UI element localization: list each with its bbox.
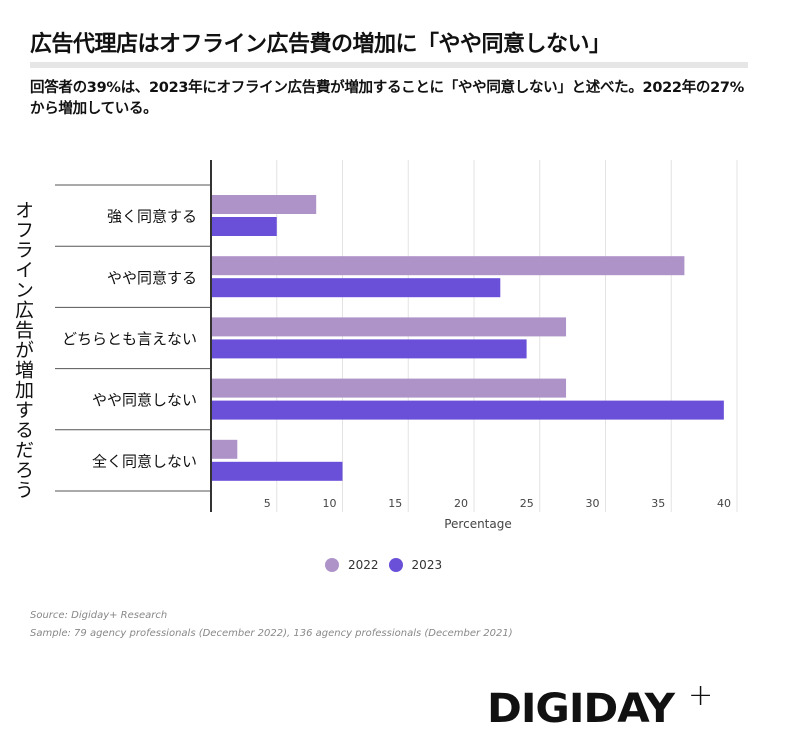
x-tick-label: 30: [586, 497, 600, 510]
legend: 2022 2023: [325, 558, 452, 572]
bar-2023: [211, 461, 343, 481]
legend-swatch-2023: [388, 558, 403, 572]
digiday-logo: DIGIDAY: [487, 686, 675, 732]
x-axis-label: Percentage: [444, 517, 512, 531]
x-tick-label: 20: [454, 497, 468, 510]
chart-title: 広告代理店はオフライン広告費の増加に「やや同意しない」: [30, 32, 611, 57]
bar-2023: [211, 400, 724, 420]
chart-subtitle: 回答者の39%は、2023年にオフライン広告費が増加することに「やや同意しない」…: [30, 80, 744, 117]
category-label: 全く同意しない: [92, 452, 197, 470]
bar-2022: [211, 195, 317, 214]
bar-2023: [211, 339, 527, 359]
bar-2022: [211, 439, 238, 459]
x-tick-label: 15: [388, 497, 402, 510]
legend-label-2022: 2022: [348, 558, 379, 572]
bar-2022: [211, 256, 685, 276]
sample-note: Sample: 79 agency professionals (Decembe…: [30, 628, 513, 639]
x-tick-label: 10: [323, 497, 337, 510]
bar-2023: [211, 217, 277, 236]
legend-swatch-2022: [325, 558, 339, 572]
x-tick-label: 35: [651, 497, 665, 510]
category-label: 強く同意する: [107, 208, 197, 226]
legend-label-2023: 2023: [411, 558, 443, 572]
x-tick-label: 25: [520, 497, 534, 510]
category-label: どちらとも言えない: [62, 330, 197, 348]
logo-plus: +: [688, 678, 714, 713]
category-label: やや同意しない: [92, 391, 197, 409]
title-divider: [30, 62, 748, 68]
category-label: やや同意する: [107, 269, 197, 287]
x-tick-label: 5: [264, 497, 271, 510]
bar-2022: [211, 317, 567, 337]
bar-2023: [211, 278, 501, 298]
bar-2022: [211, 378, 567, 398]
source-note: Source: Digiday+ Research: [30, 610, 168, 621]
x-tick-label: 40: [717, 497, 731, 510]
y-axis-label: オフライン広告が増加するだろう: [12, 200, 34, 500]
